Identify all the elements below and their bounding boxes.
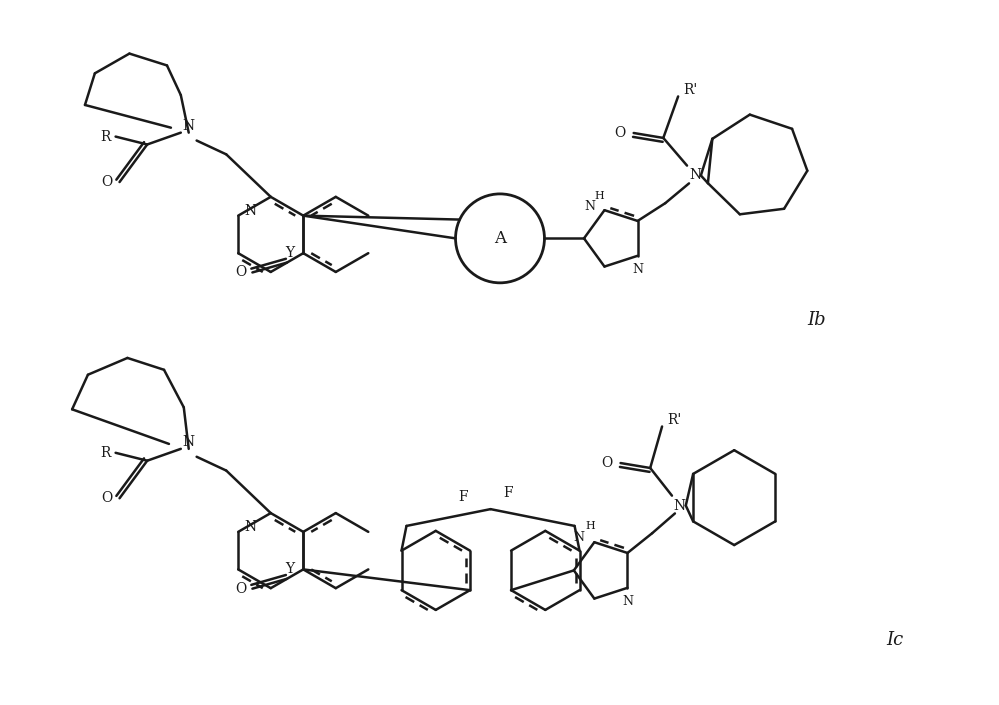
Text: R': R'	[666, 412, 681, 427]
Text: O: O	[235, 582, 246, 596]
Text: N: N	[632, 263, 643, 276]
Text: H: H	[594, 191, 604, 202]
Text: Ib: Ib	[807, 312, 825, 329]
Text: F: F	[503, 486, 513, 501]
Text: N: N	[244, 520, 256, 534]
Text: R: R	[101, 446, 111, 460]
Text: O: O	[101, 175, 112, 189]
Text: O: O	[235, 266, 246, 279]
Text: N: N	[622, 595, 633, 608]
Text: N: N	[183, 118, 195, 133]
Text: O: O	[601, 456, 612, 470]
Text: Y: Y	[285, 246, 294, 260]
Text: N: N	[183, 435, 195, 449]
Text: N: N	[573, 531, 584, 544]
Text: R: R	[101, 130, 111, 144]
Text: F: F	[459, 490, 468, 504]
Text: Y: Y	[285, 563, 294, 577]
Text: N: N	[584, 200, 595, 213]
Text: O: O	[101, 491, 112, 505]
Text: R': R'	[683, 82, 697, 97]
Text: H: H	[585, 522, 595, 532]
Text: N: N	[673, 498, 686, 513]
Text: O: O	[614, 126, 625, 140]
Text: N: N	[244, 204, 256, 218]
Text: Ic: Ic	[887, 630, 904, 649]
Text: N: N	[689, 168, 701, 183]
Text: A: A	[494, 230, 506, 247]
